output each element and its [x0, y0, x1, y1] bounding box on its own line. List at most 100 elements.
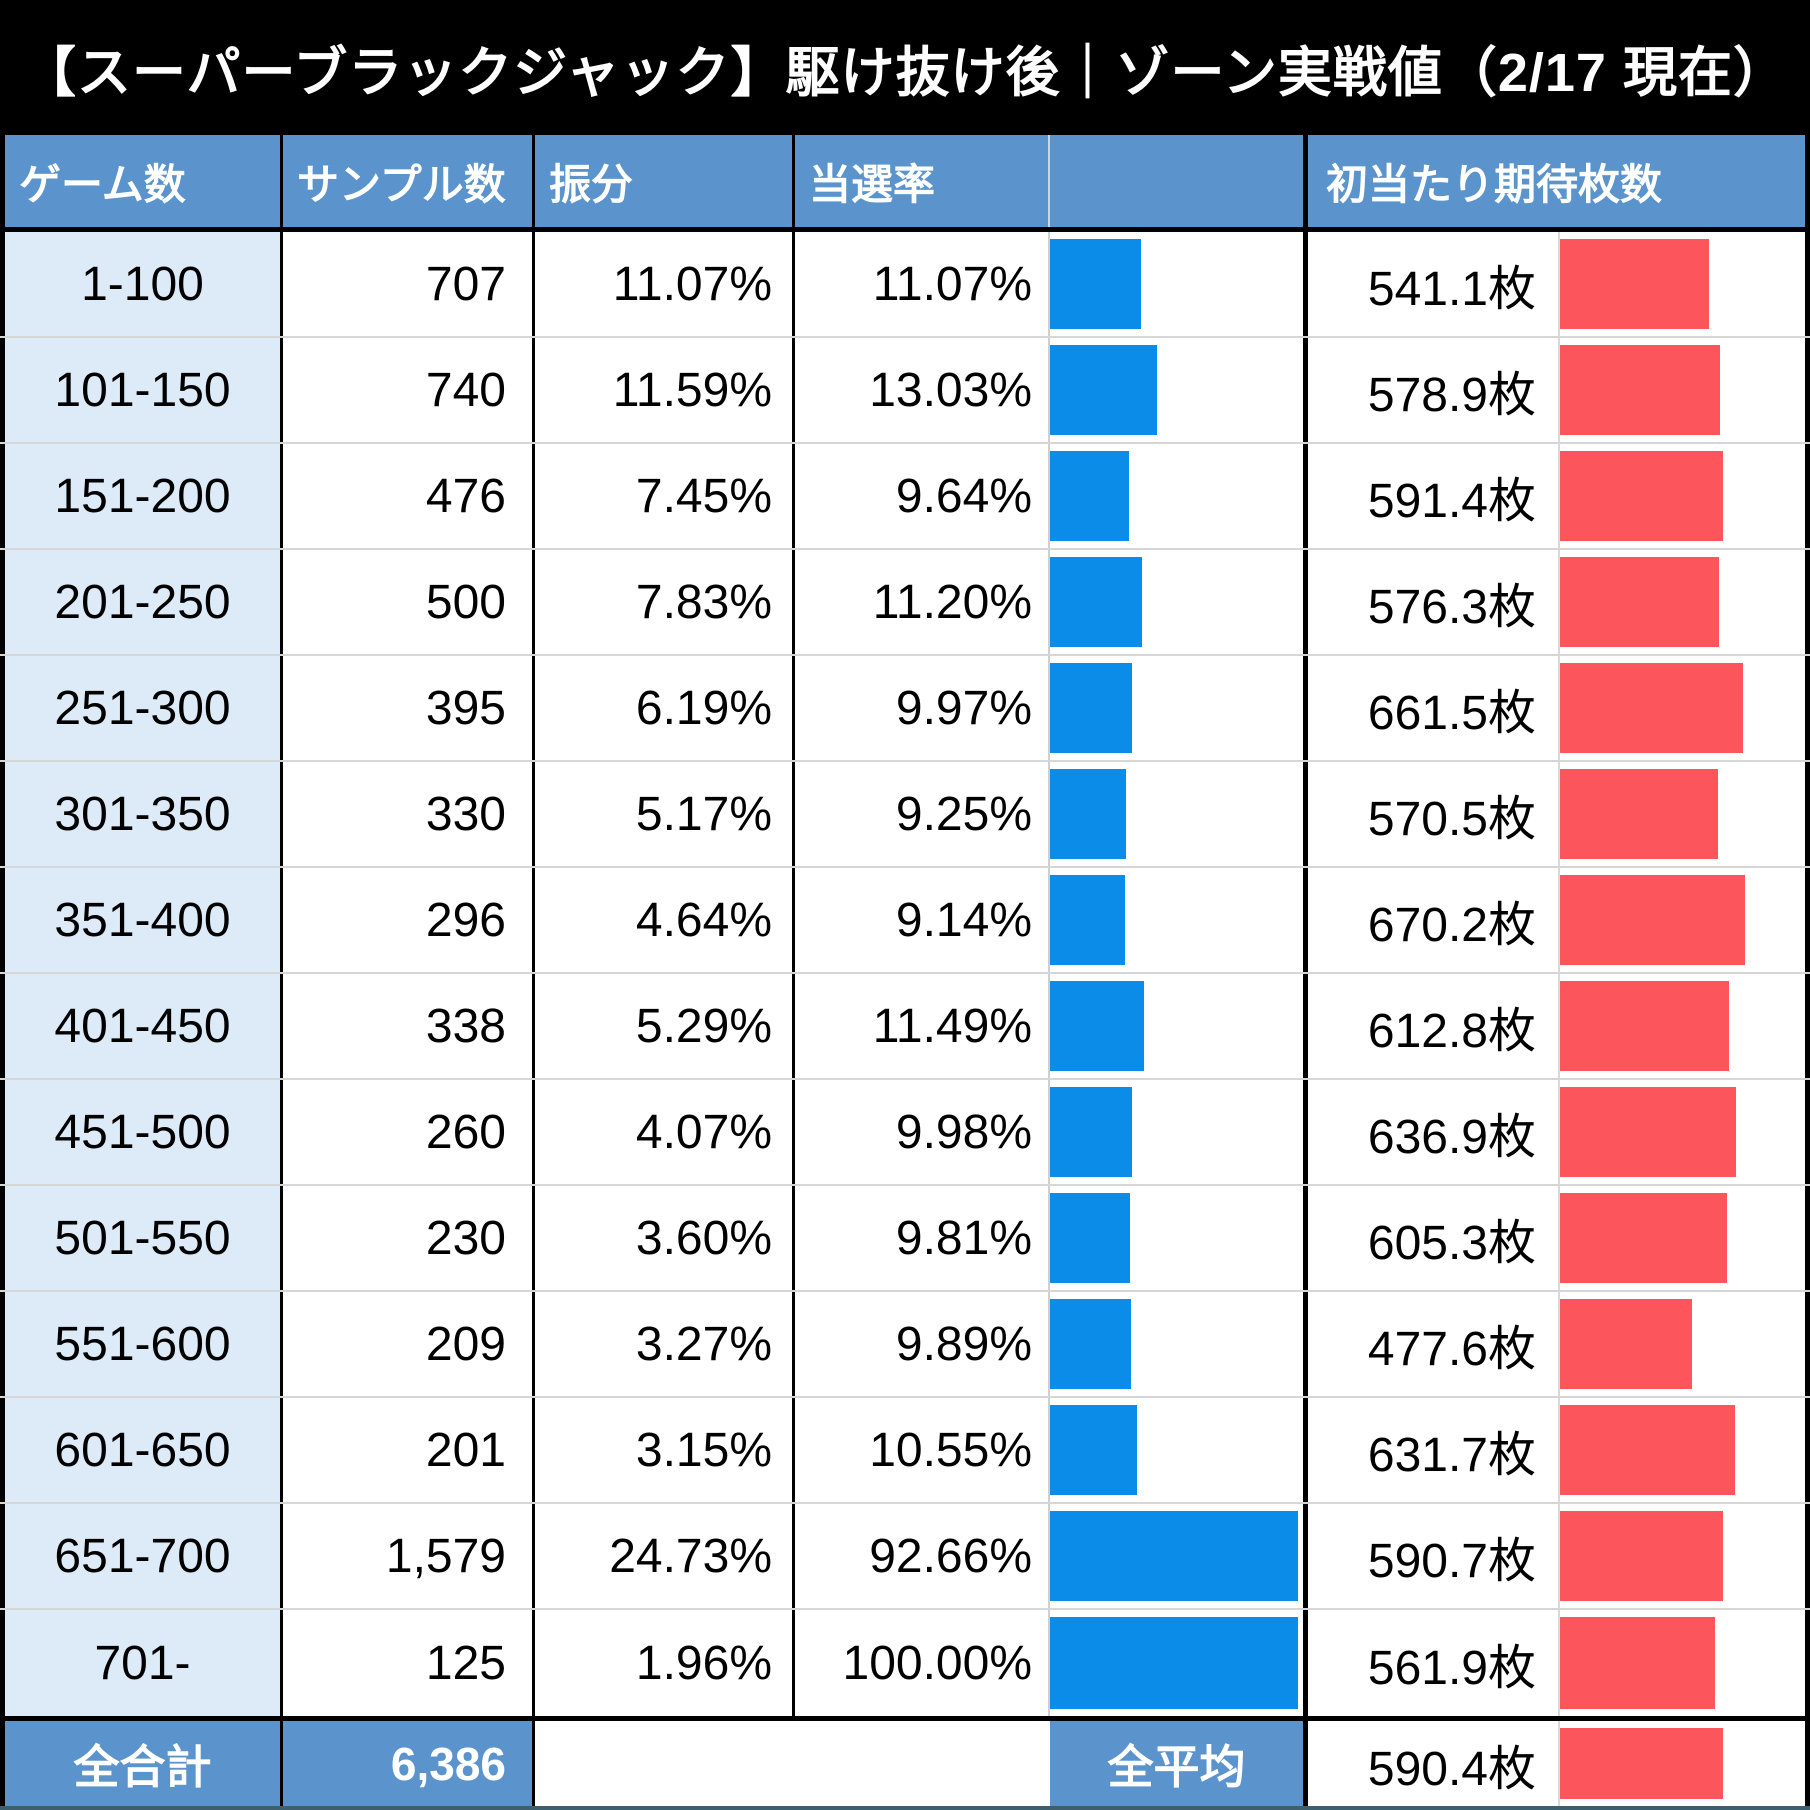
- coins-databar: [1560, 345, 1720, 435]
- win-rate-cell: 9.14%: [795, 868, 1050, 972]
- header-share: 振分: [535, 135, 795, 227]
- coins-databar: [1560, 663, 1743, 753]
- share-cell: 11.07%: [535, 232, 795, 336]
- games-range-cell: 201-250: [0, 550, 283, 654]
- coins-databar: [1560, 1405, 1735, 1495]
- win-rate-cell: 9.64%: [795, 444, 1050, 548]
- coins-bar-cell: [1560, 1610, 1810, 1716]
- share-cell: 3.60%: [535, 1186, 795, 1290]
- table-body: 1-100 707 11.07% 11.07% 541.1枚 101-150 740 11.5…: [0, 232, 1810, 1716]
- table-row: 501-550 230 3.60% 9.81% 605.3枚: [0, 1186, 1810, 1292]
- table-row: 151-200 476 7.45% 9.64% 591.4枚: [0, 444, 1810, 550]
- coins-cell: 636.9枚: [1308, 1080, 1560, 1184]
- table-row: 651-700 1,579 24.73% 92.66% 590.7枚: [0, 1504, 1810, 1610]
- total-samples-cell: 6,386: [283, 1721, 535, 1806]
- win-rate-bar-cell: [1050, 762, 1308, 866]
- games-range-cell: 1-100: [0, 232, 283, 336]
- coins-cell: 561.9枚: [1308, 1610, 1560, 1716]
- coins-cell: 578.9枚: [1308, 338, 1560, 442]
- coins-cell: 477.6枚: [1308, 1292, 1560, 1396]
- share-cell: 24.73%: [535, 1504, 795, 1608]
- win-rate-cell: 9.25%: [795, 762, 1050, 866]
- table-row: 201-250 500 7.83% 11.20% 576.3枚: [0, 550, 1810, 656]
- header-expected-coins: 初当たり期待枚数: [1308, 135, 1810, 227]
- samples-cell: 125: [283, 1610, 535, 1716]
- win-rate-bar-cell: [1050, 550, 1308, 654]
- table-row: 401-450 338 5.29% 11.49% 612.8枚: [0, 974, 1810, 1080]
- win-rate-bar-cell: [1050, 868, 1308, 972]
- games-range-cell: 401-450: [0, 974, 283, 1078]
- header-samples: サンプル数: [283, 135, 535, 227]
- table-row: 551-600 209 3.27% 9.89% 477.6枚: [0, 1292, 1810, 1398]
- win-rate-bar-cell: [1050, 1610, 1308, 1716]
- coins-databar: [1560, 239, 1709, 329]
- table-row: 601-650 201 3.15% 10.55% 631.7枚: [0, 1398, 1810, 1504]
- coins-bar-cell: [1560, 232, 1810, 336]
- share-cell: 4.64%: [535, 868, 795, 972]
- page-title-text: 【スーパーブラックジャック】駆け抜け後｜ゾーン実戦値（2/17 現在）: [22, 43, 1788, 103]
- games-range-cell: 551-600: [0, 1292, 283, 1396]
- share-cell: 7.45%: [535, 444, 795, 548]
- win-rate-cell: 9.98%: [795, 1080, 1050, 1184]
- coins-cell: 576.3枚: [1308, 550, 1560, 654]
- win-rate-cell: 10.55%: [795, 1398, 1050, 1502]
- win-rate-bar-cell: [1050, 974, 1308, 1078]
- win-rate-bar-cell: [1050, 1398, 1308, 1502]
- win-rate-bar-cell: [1050, 444, 1308, 548]
- win-rate-cell: 9.97%: [795, 656, 1050, 760]
- coins-cell: 661.5枚: [1308, 656, 1560, 760]
- games-range-cell: 101-150: [0, 338, 283, 442]
- coins-bar-cell: [1560, 656, 1810, 760]
- samples-cell: 338: [283, 974, 535, 1078]
- win-rate-databar: [1050, 345, 1157, 435]
- total-coins-databar: [1560, 1728, 1723, 1799]
- table-total-row: 全合計 6,386 全平均 590.4枚: [0, 1716, 1810, 1806]
- samples-cell: 209: [283, 1292, 535, 1396]
- coins-bar-cell: [1560, 762, 1810, 866]
- share-cell: 11.59%: [535, 338, 795, 442]
- share-cell: 1.96%: [535, 1610, 795, 1716]
- coins-cell: 570.5枚: [1308, 762, 1560, 866]
- win-rate-bar-cell: [1050, 338, 1308, 442]
- header-games: ゲーム数: [0, 135, 283, 227]
- coins-bar-cell: [1560, 1398, 1810, 1502]
- coins-bar-cell: [1560, 1080, 1810, 1184]
- table-header-row: ゲーム数 サンプル数 振分 当選率 初当たり期待枚数: [0, 135, 1810, 232]
- coins-bar-cell: [1560, 1292, 1810, 1396]
- samples-cell: 740: [283, 338, 535, 442]
- win-rate-cell: 11.49%: [795, 974, 1050, 1078]
- win-rate-bar-cell: [1050, 1080, 1308, 1184]
- table-row: 101-150 740 11.59% 13.03% 578.9枚: [0, 338, 1810, 444]
- coins-cell: 591.4枚: [1308, 444, 1560, 548]
- share-cell: 7.83%: [535, 550, 795, 654]
- table-row: 251-300 395 6.19% 9.97% 661.5枚: [0, 656, 1810, 762]
- games-range-cell: 601-650: [0, 1398, 283, 1502]
- win-rate-databar: [1050, 239, 1141, 329]
- coins-databar: [1560, 875, 1745, 965]
- coins-databar: [1560, 769, 1718, 859]
- win-rate-bar-cell: [1050, 1292, 1308, 1396]
- games-range-cell: 651-700: [0, 1504, 283, 1608]
- share-cell: 3.27%: [535, 1292, 795, 1396]
- table-row: 301-350 330 5.17% 9.25% 570.5枚: [0, 762, 1810, 868]
- table-row: 351-400 296 4.64% 9.14% 670.2枚: [0, 868, 1810, 974]
- win-rate-cell: 9.81%: [795, 1186, 1050, 1290]
- win-rate-cell: 9.89%: [795, 1292, 1050, 1396]
- bottom-edge-strip: [0, 1806, 1810, 1810]
- win-rate-bar-cell: [1050, 656, 1308, 760]
- coins-cell: 605.3枚: [1308, 1186, 1560, 1290]
- total-coins-cell: 590.4枚: [1308, 1721, 1560, 1806]
- win-rate-databar: [1050, 875, 1125, 965]
- samples-cell: 500: [283, 550, 535, 654]
- win-rate-databar: [1050, 981, 1144, 1071]
- coins-databar: [1560, 1617, 1715, 1709]
- coins-cell: 670.2枚: [1308, 868, 1560, 972]
- share-cell: 4.07%: [535, 1080, 795, 1184]
- win-rate-databar: [1050, 1087, 1132, 1177]
- coins-bar-cell: [1560, 338, 1810, 442]
- games-range-cell: 301-350: [0, 762, 283, 866]
- coins-cell: 541.1枚: [1308, 232, 1560, 336]
- coins-databar: [1560, 1193, 1727, 1283]
- total-empty-cell: [535, 1721, 1050, 1806]
